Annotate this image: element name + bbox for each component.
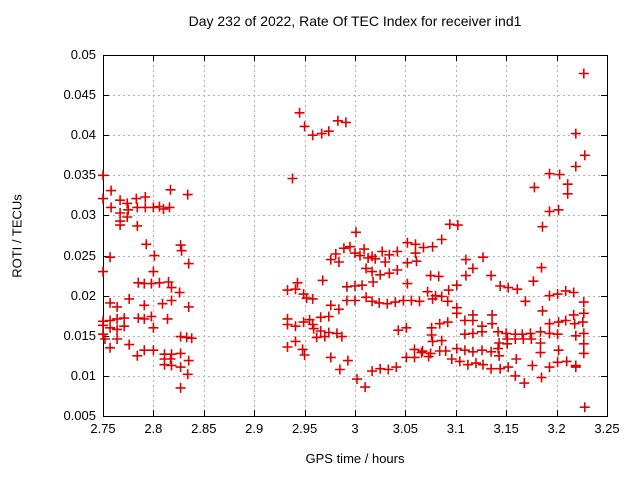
x-tick-label: 3 (351, 421, 359, 436)
x-tick-label: 3.1 (446, 421, 465, 436)
y-tick-label: 0.005 (63, 408, 96, 423)
y-tick-label: 0.035 (63, 167, 96, 183)
x-tick-label: 2.75 (90, 421, 116, 436)
chart-title: Day 232 of 2022, Rate Of TEC Index for r… (188, 13, 522, 29)
data-points (98, 68, 590, 413)
x-tick-label: 2.9 (245, 421, 264, 436)
x-tick-label: 3.15 (493, 421, 519, 436)
x-tick-label: 3.05 (392, 421, 419, 436)
y-tick-label: 0.01 (70, 367, 96, 383)
y-tick-label: 0.025 (63, 247, 96, 263)
plot-frame (103, 55, 608, 417)
x-tick-label: 2.85 (191, 421, 217, 436)
y-tick-label: 0.04 (70, 127, 96, 143)
y-tick-label: 0.05 (70, 47, 96, 62)
x-tick-label: 2.95 (291, 421, 318, 436)
y-tick-label: 0.03 (70, 207, 96, 223)
x-axis-label: GPS time / hours (305, 451, 405, 466)
x-tick-label: 3.25 (594, 421, 620, 436)
y-tick-label: 0.02 (70, 287, 96, 303)
grid-lines (103, 55, 607, 416)
y-tick-label: 0.015 (63, 327, 96, 343)
x-tick-label: 3.2 (547, 421, 566, 436)
x-tick-label: 2.8 (144, 421, 163, 436)
y-tick-label: 0.045 (63, 87, 96, 103)
